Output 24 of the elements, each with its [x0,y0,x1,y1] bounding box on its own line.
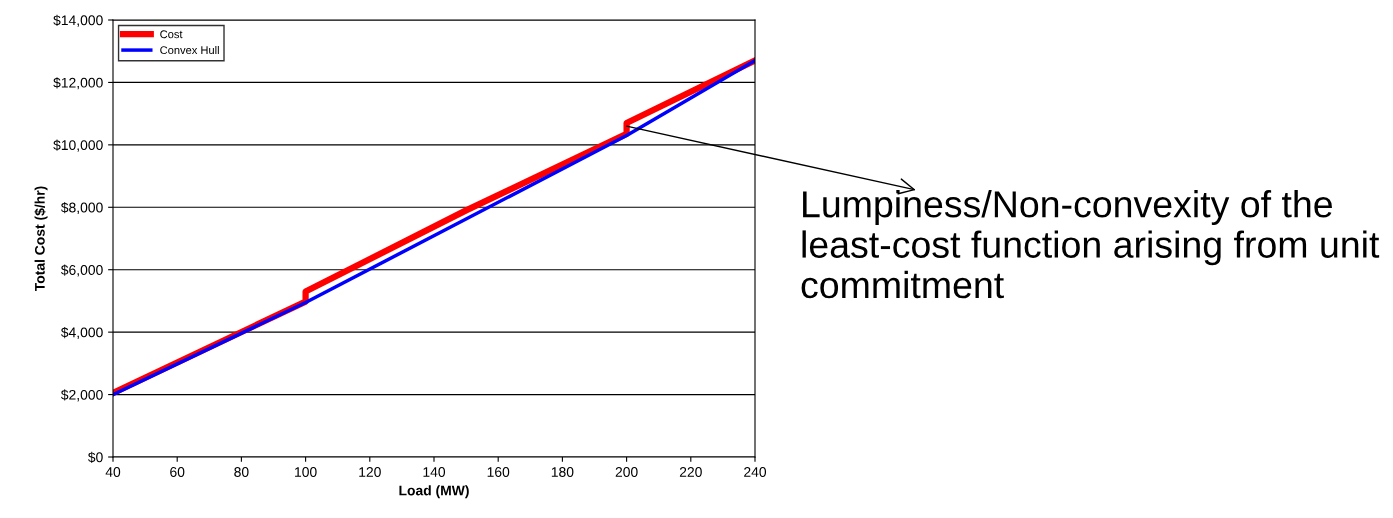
y-tick-label: $10,000 [53,139,103,152]
annotation: Lumpiness/Non-convexity of the least-cost function arising from unit commitment [801,190,1380,299]
x-tick-label: 60 [170,467,185,477]
x-tick-label: 200 [615,467,638,477]
x-tick-label: 140 [423,467,446,477]
x-tick-label: 220 [679,467,702,477]
legend-label: Convex Hull [160,45,219,55]
x-tick-label: 100 [295,467,317,477]
y-axis-title: Total Cost ($/hr) [34,186,48,292]
y-tick-label: $12,000 [53,77,103,90]
y-tick-label: $0 [87,451,103,463]
x-tick-label: 40 [105,467,121,477]
x-tick-label: 180 [551,467,574,477]
y-tick-label: $6,000 [60,264,103,277]
y-tick-label: $4,000 [60,326,103,339]
y-tick-label: $8,000 [60,202,103,215]
x-axis-title: Load (MW) [399,485,469,499]
y-tick-label: $14,000 [53,14,103,27]
legend-label: Cost [160,30,183,39]
y-tick-label: $2,000 [60,389,103,402]
x-tick-label: 80 [234,467,249,477]
x-tick-label: 160 [487,467,510,477]
x-tick-label: 120 [359,467,381,477]
x-tick-label: 240 [744,467,767,477]
